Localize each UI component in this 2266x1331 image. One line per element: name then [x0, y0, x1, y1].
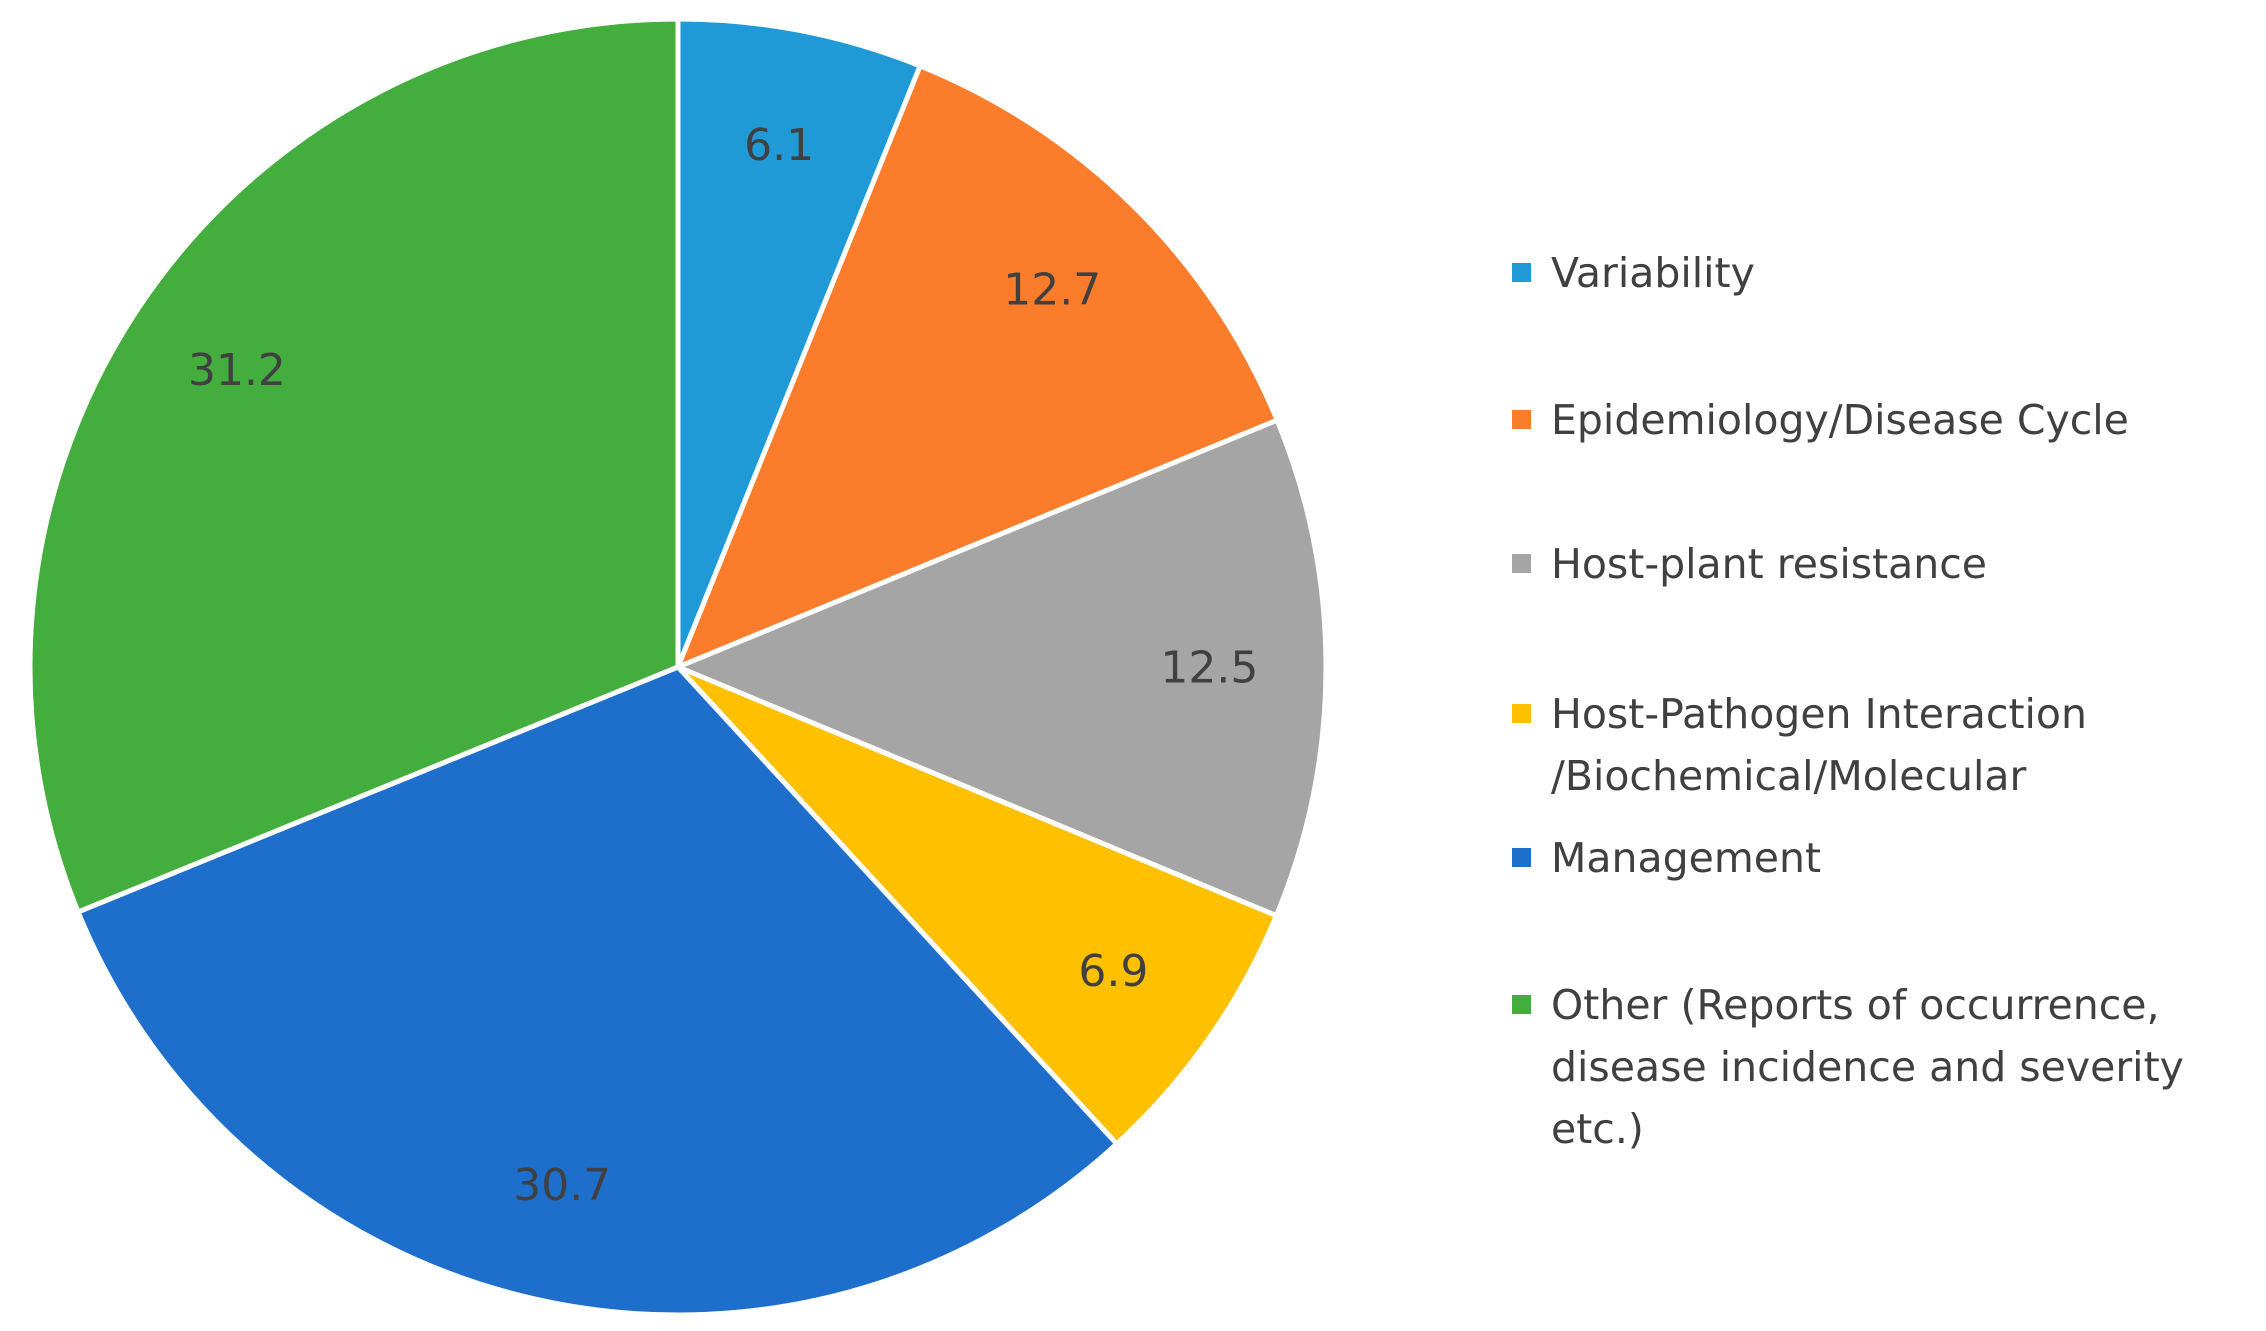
legend-label-variability: Variability	[1551, 249, 1755, 297]
pie-slice-host-plant-resistance	[671, 416, 1329, 919]
legend-label-other: Other (Reports of occurrence, disease in…	[1551, 981, 2184, 1153]
data-label-variability: 6.1	[744, 120, 814, 171]
pie-slice-management	[74, 664, 1121, 1318]
legend-label-host-pathogen: Host-Pathogen Interaction /Biochemical/M…	[1551, 690, 2088, 800]
legend-label-epidemiology: Epidemiology/Disease Cycle	[1551, 396, 2129, 444]
legend-label-management: Management	[1551, 834, 1822, 882]
pie-slice-epidemiology	[673, 62, 1281, 672]
legend-swatch-epidemiology	[1512, 410, 1531, 429]
legend-swatch-other	[1512, 995, 1531, 1014]
legend-item-host-pathogen: Host-Pathogen Interaction /Biochemical/M…	[1512, 683, 2087, 807]
pie-slice-other	[27, 16, 681, 916]
pie-slice-variability	[675, 16, 924, 668]
legend-label-host-plant-resistance: Host-plant resistance	[1551, 540, 1988, 588]
legend-swatch-variability	[1512, 263, 1531, 282]
legend-swatch-host-pathogen	[1512, 704, 1531, 723]
legend-swatch-host-plant-resistance	[1512, 554, 1531, 573]
legend-item-management: Management	[1512, 827, 1821, 889]
legend-item-variability: Variability	[1512, 242, 1755, 304]
legend-item-epidemiology: Epidemiology/Disease Cycle	[1512, 389, 2129, 451]
data-label-host-plant-resistance: 12.5	[1160, 642, 1258, 693]
pie-slice-host-pathogen	[676, 664, 1280, 1148]
legend-swatch-management	[1512, 848, 1531, 867]
legend-item-host-plant-resistance: Host-plant resistance	[1512, 533, 1987, 595]
legend: Variability Epidemiology/Disease Cycle H…	[1512, 0, 2262, 1331]
data-label-other: 31.2	[188, 345, 286, 396]
data-label-epidemiology: 12.7	[1003, 264, 1101, 315]
data-label-management: 30.7	[513, 1160, 611, 1211]
pie-chart: 6.1 12.7 12.5 6.9 30.7 31.2	[27, 16, 1329, 1318]
legend-item-other: Other (Reports of occurrence, disease in…	[1512, 974, 2262, 1160]
data-label-host-pathogen: 6.9	[1078, 946, 1148, 997]
